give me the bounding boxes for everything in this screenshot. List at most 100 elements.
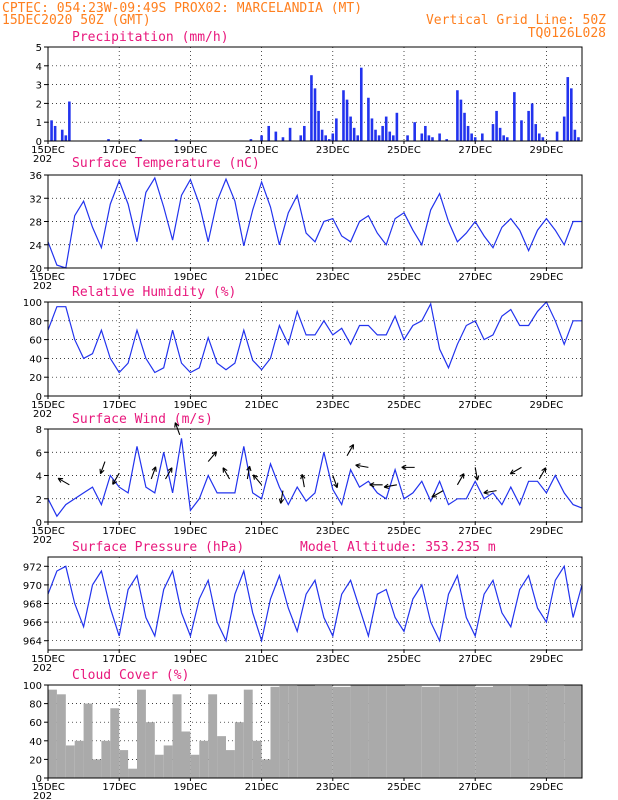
temperature-ytick-label: 24: [29, 241, 42, 252]
humidity-xtick-label: 25DEC: [387, 400, 421, 411]
precip-bar: [392, 135, 395, 141]
precip-bar: [64, 135, 68, 141]
precip-bar: [555, 131, 559, 141]
precip-ytick-label: 3: [36, 81, 42, 92]
cloud-area-segment: [83, 703, 93, 778]
cloud-area-segment: [92, 759, 102, 778]
temperature-xtick-label: 21DEC: [245, 272, 279, 283]
precip-bar: [377, 135, 381, 141]
cloud-area-segment: [368, 685, 387, 778]
precip-bar: [573, 129, 577, 141]
wind-direction-arrow: [278, 490, 285, 504]
cloud-area-segment: [243, 689, 253, 778]
cloud-area-segment: [297, 685, 315, 778]
precip-bar: [424, 125, 427, 141]
temperature-xtick-label: 29DEC: [530, 272, 564, 283]
wind-xtick-label: 23DEC: [316, 526, 350, 537]
precip-bar: [562, 116, 566, 141]
precip-bar: [367, 97, 370, 141]
pressure-xtick-label: 23DEC: [316, 654, 350, 665]
cloud-area-segment: [110, 708, 120, 778]
precip-xtick-label: 27DEC: [458, 145, 492, 156]
wind-direction-arrow: [222, 467, 231, 480]
cloud-ytick-label: 60: [29, 718, 42, 729]
pressure-subtitle: Model Altitude: 353.235 m: [300, 540, 496, 555]
precip-bar: [498, 127, 502, 141]
wind-direction-arrow: [246, 465, 252, 480]
pressure-panel: 964 966 968 970 972 15DEC 17DEC 19DEC 21DEC 23DEC…: [23, 556, 583, 674]
cloud-area-segment: [199, 740, 209, 778]
precip-bar: [456, 90, 459, 141]
precip-bar: [281, 137, 285, 141]
precip-ytick-label: 1: [36, 118, 42, 129]
cloud-area-segment: [546, 685, 565, 778]
pressure-ytick-label: 972: [23, 562, 42, 573]
humidity-frame: [47, 301, 583, 397]
humidity-series-line: [47, 300, 582, 374]
cloud-xtick-label: 23DEC: [316, 782, 350, 793]
wind-direction-arrow: [474, 467, 480, 481]
cloud-area-segment: [128, 768, 137, 778]
precip-bar: [427, 135, 431, 141]
pressure-ytick-label: 970: [23, 581, 42, 592]
precip-bar: [463, 112, 466, 141]
precip-bar: [413, 122, 416, 141]
precip-ytick-label: 4: [36, 62, 42, 73]
precip-bar: [420, 133, 424, 141]
wind-xtick-label: 15DEC: [31, 526, 65, 537]
cloud-panel: 0 20 40 60 80 100 15DEC 17DEC 19DEC 21DEC 23DEC 25D…: [23, 681, 583, 800]
precip-xtick-label: 17DEC: [102, 145, 136, 156]
wind-frame: [47, 428, 583, 523]
precip-bar: [359, 67, 363, 141]
humidity-ytick-label: 0: [36, 392, 42, 403]
cloud-area-segment: [288, 685, 298, 778]
precip-bar: [370, 118, 374, 141]
precip-bar: [53, 125, 57, 141]
cloud-area-segment: [48, 689, 57, 778]
humidity-ytick-label: 100: [23, 298, 42, 309]
cloud-area-segment: [350, 685, 369, 778]
cloud-area-segment: [74, 740, 84, 778]
humidity-ytick-label: 20: [29, 373, 42, 384]
cloud-ytick-label: 40: [29, 737, 42, 748]
temperature-year-label: 202: [33, 281, 52, 292]
precip-xtick-label: 25DEC: [387, 145, 421, 156]
pressure-xtick-label: 25DEC: [387, 654, 421, 665]
wind-direction-arrow: [431, 490, 444, 498]
wind-direction-arrow: [150, 466, 157, 480]
precip-bar: [313, 88, 317, 141]
temperature-xtick-label: 27DEC: [458, 272, 492, 283]
wind-series-line: [47, 438, 583, 518]
precip-bar: [249, 139, 253, 141]
precip-bar: [541, 137, 545, 141]
cloud-area-segment: [163, 745, 173, 778]
wind-xtick-label: 19DEC: [174, 526, 208, 537]
precip-bar: [466, 125, 470, 141]
wind-xtick-label: 29DEC: [530, 526, 564, 537]
precip-bar: [395, 112, 399, 141]
precip-bar: [520, 120, 523, 141]
wind-direction-arrow: [252, 474, 263, 486]
precip-title: Precipitation (mm/h): [72, 30, 229, 45]
precip-bar: [303, 125, 306, 141]
precip-ytick-label: 2: [36, 99, 42, 110]
wind-direction-arrow: [346, 444, 355, 457]
cloud-area-segment: [208, 694, 218, 778]
wind-direction-arrow: [456, 473, 465, 486]
precip-bar: [174, 139, 178, 141]
temperature-xtick-label: 23DEC: [316, 272, 350, 283]
precip-bar: [570, 88, 573, 141]
cloud-area-segment: [475, 686, 493, 778]
temperature-panel: 20 24 28 32 36 15DEC 17DEC 19DEC 21DEC 23DEC 25DEC…: [29, 171, 583, 292]
wind-direction-arrow: [538, 467, 547, 480]
cloud-area-segment: [279, 685, 289, 778]
cloud-xtick-label: 17DEC: [102, 782, 136, 793]
precip-bar: [260, 135, 263, 141]
wind-direction-arrow: [369, 482, 383, 488]
temperature-series-line: [47, 176, 582, 269]
cloud-ytick-label: 20: [29, 755, 42, 766]
pressure-title: Surface Pressure (hPa): [72, 540, 244, 555]
precip-bar: [331, 133, 335, 141]
pressure-xtick-label: 21DEC: [245, 654, 279, 665]
